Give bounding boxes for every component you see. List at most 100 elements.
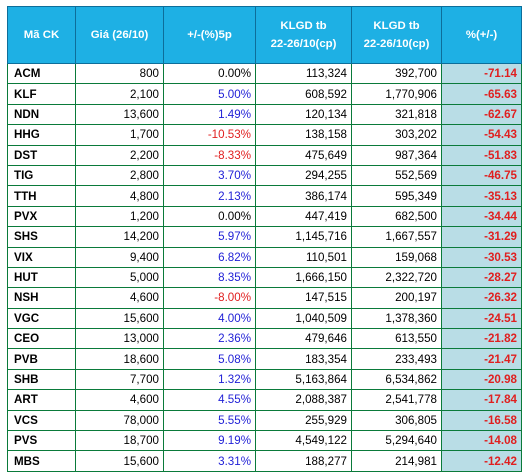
price-cell: 15,600 xyxy=(75,307,164,330)
volume-recent-cell: 2,541,778 xyxy=(351,389,442,411)
volume-recent-cell: 987,364 xyxy=(351,144,442,166)
change-cell: -8.00% xyxy=(163,287,256,309)
volume-recent-cell: 552,569 xyxy=(351,164,442,187)
ticker-cell: KLF xyxy=(7,83,76,105)
ticker-cell: ART xyxy=(7,389,76,411)
pct-change-cell: -62.67 xyxy=(441,103,522,126)
pct-change-cell: -21.47 xyxy=(441,348,522,370)
volume-recent-cell: 2,322,720 xyxy=(351,266,442,289)
change-cell: 1.32% xyxy=(163,368,256,391)
price-cell: 78,000 xyxy=(75,409,164,432)
price-cell: 13,000 xyxy=(75,328,164,350)
table-row: HUT 5,000 8.35% 1,666,150 2,322,720 -28.27 xyxy=(7,266,522,289)
volume-recent-cell: 1,667,557 xyxy=(351,226,442,248)
pct-change-cell: -16.58 xyxy=(441,409,522,432)
ticker-cell: SHB xyxy=(7,368,76,391)
change-cell: 6.82% xyxy=(163,246,256,268)
price-cell: 7,700 xyxy=(75,368,164,391)
price-cell: 800 xyxy=(75,62,164,85)
table-row: DST 2,200 -8.33% 475,649 987,364 -51.83 xyxy=(7,144,522,166)
table-header-row: Mã CK Giá (26/10) +/-(%)5p KLGD tb 22-26/… xyxy=(7,6,522,64)
table-row: PVB 18,600 5.08% 183,354 233,493 -21.47 xyxy=(7,348,522,370)
volume-recent-cell: 303,202 xyxy=(351,124,442,146)
change-cell: 1.49% xyxy=(163,103,256,126)
volume-avg-cell: 447,419 xyxy=(255,205,352,228)
volume-avg-cell: 183,354 xyxy=(255,348,352,370)
ticker-cell: PVX xyxy=(7,205,76,228)
price-cell: 18,600 xyxy=(75,348,164,370)
pct-change-cell: -14.08 xyxy=(441,430,522,452)
volume-recent-cell: 306,805 xyxy=(351,409,442,432)
table-row: ART 4,600 4.55% 2,088,387 2,541,778 -17.84 xyxy=(7,389,522,411)
ticker-cell: MBS xyxy=(7,450,76,472)
pct-change-cell: -28.27 xyxy=(441,266,522,289)
change-cell: 3.70% xyxy=(163,164,256,187)
price-cell: 4,600 xyxy=(75,389,164,411)
ticker-cell: SHS xyxy=(7,226,76,248)
price-cell: 1,700 xyxy=(75,124,164,146)
change-cell: -8.33% xyxy=(163,144,256,166)
price-cell: 14,200 xyxy=(75,226,164,248)
table-row: TIG 2,800 3.70% 294,255 552,569 -46.75 xyxy=(7,164,522,187)
table-row: MBS 15,600 3.31% 188,277 214,981 -12.42 xyxy=(7,450,522,472)
volume-recent-cell: 200,197 xyxy=(351,287,442,309)
ticker-cell: TTH xyxy=(7,185,76,207)
volume-avg-cell: 110,501 xyxy=(255,246,352,268)
volume-avg-cell: 386,174 xyxy=(255,185,352,207)
table-row: CEO 13,000 2.36% 479,646 613,550 -21.82 xyxy=(7,328,522,350)
table-row: SHB 7,700 1.32% 5,163,864 6,534,862 -20.98 xyxy=(7,368,522,391)
change-cell: 2.36% xyxy=(163,328,256,350)
pct-change-cell: -65.63 xyxy=(441,83,522,105)
volume-recent-cell: 233,493 xyxy=(351,348,442,370)
table-row: VGC 15,600 4.00% 1,040,509 1,378,360 -24.51 xyxy=(7,307,522,330)
change-cell: 3.31% xyxy=(163,450,256,472)
volume-avg-cell: 147,515 xyxy=(255,287,352,309)
header-volume-avg-line1: KLGD tb xyxy=(280,20,327,32)
price-cell: 5,000 xyxy=(75,266,164,289)
header-price: Giá (26/10) xyxy=(75,6,164,64)
volume-recent-cell: 321,818 xyxy=(351,103,442,126)
ticker-cell: VIX xyxy=(7,246,76,268)
header-volume-recent: KLGD tb 22-26/10(cp) xyxy=(351,6,442,64)
volume-avg-cell: 255,929 xyxy=(255,409,352,432)
pct-change-cell: -31.29 xyxy=(441,226,522,248)
volume-avg-cell: 138,158 xyxy=(255,124,352,146)
header-volume-recent-line2: 22-26/10(cp) xyxy=(363,38,430,50)
ticker-cell: VGC xyxy=(7,307,76,330)
pct-change-cell: -17.84 xyxy=(441,389,522,411)
volume-avg-cell: 120,134 xyxy=(255,103,352,126)
ticker-cell: PVS xyxy=(7,430,76,452)
header-pct: %(+/-) xyxy=(441,6,522,64)
table-row: NSH 4,600 -8.00% 147,515 200,197 -26.32 xyxy=(7,287,522,309)
pct-change-cell: -46.75 xyxy=(441,164,522,187)
price-cell: 4,600 xyxy=(75,287,164,309)
pct-change-cell: -21.82 xyxy=(441,328,522,350)
volume-avg-cell: 479,646 xyxy=(255,328,352,350)
change-cell: 2.13% xyxy=(163,185,256,207)
change-cell: 5.08% xyxy=(163,348,256,370)
pct-change-cell: -24.51 xyxy=(441,307,522,330)
change-cell: 0.00% xyxy=(163,205,256,228)
volume-recent-cell: 392,700 xyxy=(351,62,442,85)
pct-change-cell: -71.14 xyxy=(441,62,522,85)
volume-recent-cell: 1,378,360 xyxy=(351,307,442,330)
change-cell: 9.19% xyxy=(163,430,256,452)
ticker-cell: CEO xyxy=(7,328,76,350)
ticker-cell: DST xyxy=(7,144,76,166)
ticker-cell: ACM xyxy=(7,62,76,85)
ticker-cell: VCS xyxy=(7,409,76,432)
volume-avg-cell: 475,649 xyxy=(255,144,352,166)
ticker-cell: HUT xyxy=(7,266,76,289)
price-cell: 18,700 xyxy=(75,430,164,452)
volume-avg-cell: 1,040,509 xyxy=(255,307,352,330)
table-row: VCS 78,000 5.55% 255,929 306,805 -16.58 xyxy=(7,409,522,432)
table-row: VIX 9,400 6.82% 110,501 159,068 -30.53 xyxy=(7,246,522,268)
volume-avg-cell: 608,592 xyxy=(255,83,352,105)
table-body: ACM 800 0.00% 113,324 392,700 -71.14 KLF 2,100 5… xyxy=(7,62,522,472)
volume-avg-cell: 188,277 xyxy=(255,450,352,472)
volume-recent-cell: 682,500 xyxy=(351,205,442,228)
table-row: PVX 1,200 0.00% 447,419 682,500 -34.44 xyxy=(7,205,522,228)
pct-change-cell: -51.83 xyxy=(441,144,522,166)
stock-volume-table: Mã CK Giá (26/10) +/-(%)5p KLGD tb 22-26/… xyxy=(7,6,522,472)
change-cell: 5.00% xyxy=(163,83,256,105)
